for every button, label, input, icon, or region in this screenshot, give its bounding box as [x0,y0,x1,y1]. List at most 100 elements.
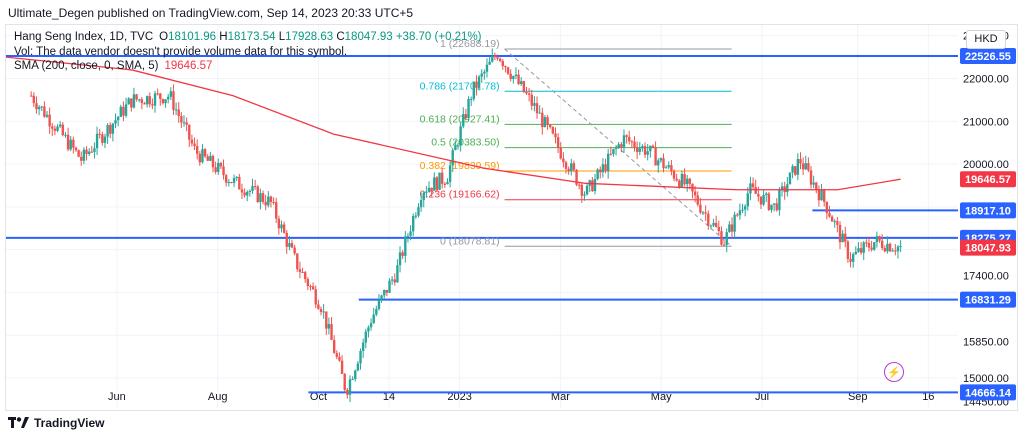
candle-body [546,117,549,125]
candle-body [525,92,528,94]
candle-body [527,93,531,95]
candle-body [77,150,80,157]
candle-body [230,182,233,184]
candle-body [193,143,196,147]
currency-label[interactable]: HKD [966,30,1006,49]
candle-body [612,148,615,155]
candle-body [880,240,884,249]
candle-body [296,253,299,270]
x-tick-label: Mar [551,391,570,403]
volume-note: Vol: The data vendor doesn't provide vol… [14,45,348,58]
candle-body [351,379,354,381]
candle-body [164,99,167,104]
candle-body [195,146,199,154]
candle-body [604,164,607,172]
candle-body [859,248,863,253]
candle-body [562,158,565,163]
candle-body [899,246,902,248]
candle-body [380,295,383,300]
candle-body [772,203,776,205]
candle-body [35,103,38,110]
candle-body [830,216,834,222]
price-label: 22526.55 [965,51,1011,63]
candle-body [488,61,491,65]
price-label: 14666.14 [965,387,1012,399]
candle-body [319,308,323,312]
candle-body [699,204,702,213]
candle-body [649,145,652,152]
candle-body [32,95,36,104]
candle-body [290,243,294,248]
candle-body [322,311,325,313]
candle-body [188,124,191,140]
price-label-badge [960,171,1016,188]
candle-body [311,286,315,290]
candle-body [709,225,713,227]
candle-body [101,134,104,143]
candle-body [153,93,157,106]
candle-body [327,324,331,329]
candle-body [865,242,868,244]
candle-body [664,167,668,169]
candle-body [749,183,752,194]
fib-level-label: 0.236 (19166.62) [420,189,500,201]
fib-level-label: 0.382 (19839.59) [420,160,500,172]
candle-body [896,246,900,252]
candle-body [778,190,781,211]
candle-body [72,139,75,148]
candle-body [580,184,584,196]
candle-body [643,146,647,155]
price-label: 18047.93 [965,243,1011,255]
candle-body [80,156,83,161]
candle-body [275,202,278,219]
candle-body [646,151,649,155]
candle-body [264,201,267,206]
y-tick-label: 15000.00 [963,373,1009,385]
price-label-badge [960,47,1016,64]
tradingview-logo[interactable]: TradingView [8,416,104,430]
candle-body [659,158,663,161]
candle-body [330,324,333,340]
candle-body [467,98,470,119]
candle-body [815,182,818,191]
candle-body [138,99,141,101]
candle-body [364,331,367,343]
candle-body [293,247,296,254]
candle-body [801,163,805,170]
candle-body [725,232,728,245]
candle-body [446,181,449,185]
candle-body [551,127,555,134]
candle-body [348,379,352,395]
candle-body [182,122,186,124]
candle-body [741,209,744,211]
candle-body [483,71,486,74]
candle-body [630,141,634,143]
candle-body [628,136,631,142]
candle-body [738,210,742,216]
chart-legend: Hang Seng Index, 1D, TVC O18101.96 H1817… [14,30,482,74]
candle-body [130,98,133,108]
candle-body [717,226,721,232]
candle-body [180,116,183,123]
candle-body [541,112,544,128]
candle-body [298,269,302,272]
sma-indicator-label[interactable]: SMA (200, close, 0, SMA, 5) [14,60,159,72]
candle-body [857,248,860,252]
symbol-title[interactable]: Hang Seng Index, 1D, TVC [14,31,154,43]
candle-body [335,353,339,357]
price-label-badge [960,239,1016,256]
candle-body [56,126,59,131]
candle-body [388,280,391,293]
candle-body [833,221,836,223]
candle-body [462,114,465,127]
candle-body [498,58,502,62]
candle-body [359,350,362,364]
candle-body [599,169,602,173]
candle-body [280,224,283,229]
candle-body [583,194,586,196]
candle-body [404,236,407,256]
candle-body [238,176,241,190]
lightning-icon[interactable]: ⚡ [884,362,904,382]
price-chart[interactable]: JunAugOct142023MarMayJulSep1623000.00220… [0,0,1024,411]
candle-body [477,76,481,88]
